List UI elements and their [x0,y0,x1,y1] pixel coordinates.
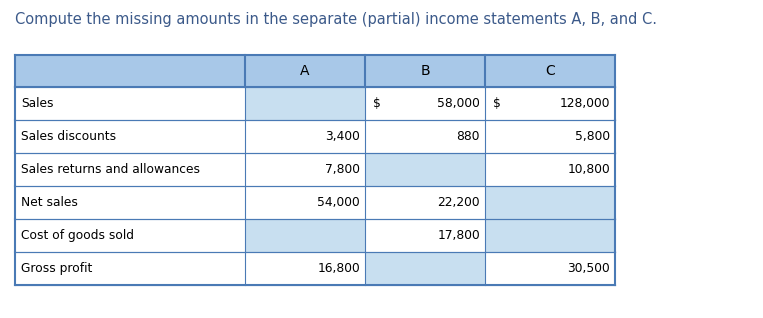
Bar [485,252,615,285]
Text: 10,800: 10,800 [567,163,610,176]
Bar [365,153,485,186]
Bar [485,153,615,186]
Bar [485,87,615,120]
Text: 54,000: 54,000 [317,196,360,209]
Bar [245,252,365,285]
Text: B: B [420,64,430,78]
Text: C: C [545,64,555,78]
Text: Compute the missing amounts in the separate (partial) income statements A, B, an: Compute the missing amounts in the separ… [15,12,657,27]
Bar [365,87,485,120]
Text: Cost of goods sold: Cost of goods sold [21,229,134,242]
Bar [365,120,485,153]
Bar [245,120,365,153]
Text: A: A [301,64,310,78]
Text: 880: 880 [456,130,480,143]
Text: 17,800: 17,800 [437,229,480,242]
Text: 3,400: 3,400 [325,130,360,143]
Bar [365,252,485,285]
Text: $: $ [493,97,501,110]
Text: Gross profit: Gross profit [21,262,92,275]
Text: Sales: Sales [21,97,53,110]
Text: 7,800: 7,800 [325,163,360,176]
Bar [245,153,365,186]
Text: 58,000: 58,000 [437,97,480,110]
Text: Sales discounts: Sales discounts [21,130,116,143]
Bar [485,219,615,252]
Text: 128,000: 128,000 [559,97,610,110]
Text: 5,800: 5,800 [575,130,610,143]
Text: $: $ [373,97,381,110]
Bar [485,186,615,219]
Bar [245,186,365,219]
Text: 30,500: 30,500 [567,262,610,275]
Text: 22,200: 22,200 [437,196,480,209]
Text: Net sales: Net sales [21,196,78,209]
Bar [365,219,485,252]
Bar [365,186,485,219]
Text: 16,800: 16,800 [317,262,360,275]
Text: Sales returns and allowances: Sales returns and allowances [21,163,200,176]
Bar [245,87,365,120]
Bar [245,219,365,252]
Bar [15,55,615,87]
Bar [485,120,615,153]
